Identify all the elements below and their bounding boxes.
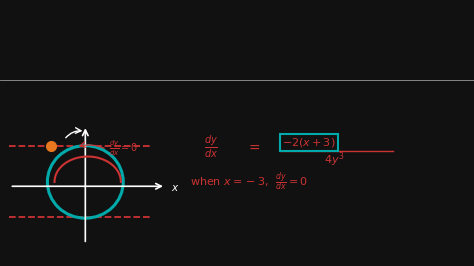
Text: $4y^3$: $4y^3$ bbox=[324, 150, 345, 169]
Text: $=$: $=$ bbox=[246, 140, 261, 154]
Text: when $x = -3$,  $\frac{dy}{dx} = 0$: when $x = -3$, $\frac{dy}{dx} = 0$ bbox=[190, 171, 308, 193]
Text: Write the equation of the horizontal line that is tangent to the curve and is ab: Write the equation of the horizontal lin… bbox=[9, 84, 474, 97]
Text: $\frac{dy}{dx}$: $\frac{dy}{dx}$ bbox=[9, 30, 21, 54]
Text: $\frac{dy}{dx}$: $\frac{dy}{dx}$ bbox=[204, 134, 218, 160]
Text: Consider the curve given by the equation $x^2+y^4+6x=7$. It can be shown that: Consider the curve given by the equation… bbox=[9, 9, 368, 23]
Text: $-2(x+3)$: $-2(x+3)$ bbox=[282, 136, 336, 149]
Text: $= \, \frac{-2(x+3)}{4y^3}$.: $= \, \frac{-2(x+3)}{4y^3}$. bbox=[50, 30, 111, 55]
Text: $x$: $x$ bbox=[171, 183, 179, 193]
Text: $\frac{dy}{dx} = 0$: $\frac{dy}{dx} = 0$ bbox=[109, 139, 138, 158]
